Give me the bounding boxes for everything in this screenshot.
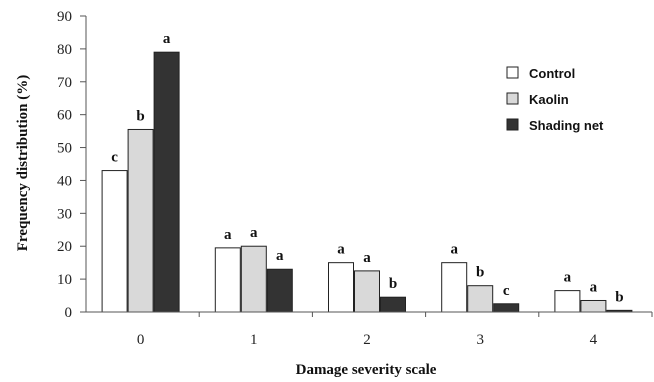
legend: Control Kaolin Shading net: [506, 66, 604, 133]
bar-control-4: [554, 290, 581, 313]
bar-shading-net-3: [493, 303, 520, 313]
bar-significance-label: a: [337, 242, 345, 258]
bar-kaolin-2: [354, 270, 380, 313]
x-tick-label: 4: [590, 332, 598, 348]
y-tick-label: 70: [57, 75, 72, 91]
bar-kaolin-4: [580, 299, 607, 313]
y-tick-label: 80: [57, 42, 72, 58]
bar-shading-net-1: [266, 268, 293, 313]
bar-significance-label: a: [276, 248, 284, 264]
x-tick-label: 1: [250, 332, 258, 348]
bar-significance-label: a: [224, 227, 232, 243]
y-tick-label: 0: [65, 305, 73, 321]
legend-swatch-shading-net: [506, 118, 519, 131]
bar-significance-label: a: [163, 31, 171, 47]
y-tick-label: 10: [57, 272, 72, 288]
y-axis-ticks: 0 10 20 30 40 50 60 70 80 90: [57, 9, 86, 321]
bar-significance-label: b: [476, 265, 484, 281]
bar-control-3: [441, 262, 468, 313]
bar-significance-label: a: [564, 270, 572, 286]
x-axis-ticks: 0 1 2 3 4: [137, 312, 653, 348]
x-tick-label: 0: [137, 332, 145, 348]
legend-swatch-kaolin: [506, 92, 519, 105]
bar-significance-label: c: [503, 283, 510, 299]
x-axis-title: Damage severity scale: [296, 362, 437, 378]
y-tick-label: 50: [57, 141, 72, 157]
bar-shading-net-0: [153, 51, 180, 313]
bar-significance-label: a: [250, 225, 258, 241]
legend-swatch-control: [506, 66, 519, 79]
bar-significance-label: c: [111, 150, 118, 166]
y-tick-label: 20: [57, 239, 72, 255]
bar-significance-label: b: [615, 289, 623, 305]
bar-labels-group: c b a a a a a a b a b c a a b: [111, 31, 623, 305]
bar-significance-label: b: [136, 108, 144, 124]
y-tick-label: 40: [57, 173, 72, 189]
y-tick-label: 60: [57, 108, 72, 124]
y-tick-label: 90: [57, 9, 72, 25]
legend-label: Shading net: [529, 118, 604, 133]
bar-control-0: [101, 170, 128, 313]
y-axis-title: Frequency distribution (%): [15, 75, 31, 251]
bar-control-2: [328, 262, 354, 313]
legend-label: Control: [529, 66, 575, 81]
bar-significance-label: b: [389, 276, 397, 292]
bar-significance-label: a: [590, 279, 598, 295]
bar-control-1: [214, 247, 241, 313]
bar-significance-label: a: [363, 250, 371, 266]
bar-shading-net-2: [380, 296, 406, 313]
bar-kaolin-1: [240, 245, 267, 313]
y-tick-label: 30: [57, 206, 72, 222]
x-tick-label: 3: [476, 332, 484, 348]
bar-significance-label: a: [450, 242, 458, 258]
bar-kaolin-0: [127, 128, 154, 313]
legend-label: Kaolin: [529, 92, 569, 107]
bar-kaolin-3: [467, 285, 494, 313]
x-tick-label: 2: [363, 332, 371, 348]
